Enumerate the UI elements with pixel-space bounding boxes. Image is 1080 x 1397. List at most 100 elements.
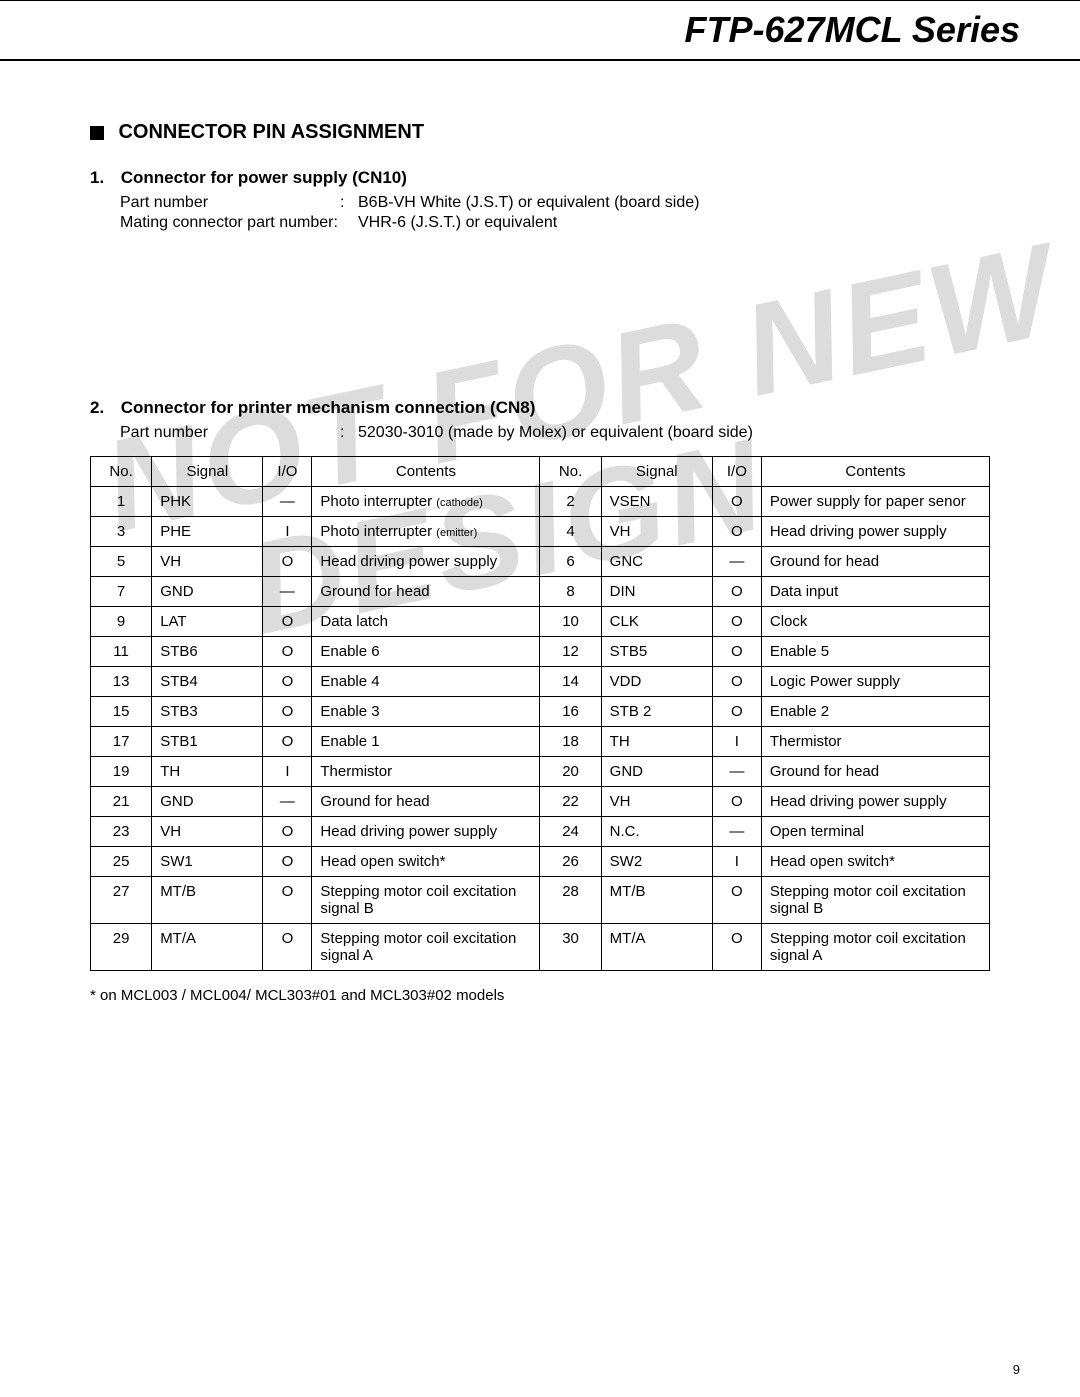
table-cell: Thermistor: [761, 727, 989, 757]
table-cell: Enable 1: [312, 727, 540, 757]
table-cell: 19: [91, 757, 152, 787]
table-cell: O: [263, 727, 312, 757]
table-cell: —: [712, 817, 761, 847]
table-cell: —: [712, 757, 761, 787]
table-cell: 12: [540, 637, 601, 667]
table-cell: STB4: [152, 667, 263, 697]
table-cell: VH: [601, 787, 712, 817]
table-row: 17STB1OEnable 118THIThermistor: [91, 727, 990, 757]
small-text: (emitter): [436, 527, 477, 539]
sub1-head: 1. Connector for power supply (CN10): [90, 168, 990, 188]
page-number: 9: [1013, 1362, 1020, 1377]
table-cell: Enable 4: [312, 667, 540, 697]
table-head: No. Signal I/O Contents No. Signal I/O C…: [91, 457, 990, 487]
table-row: 19THIThermistor20GND—Ground for head: [91, 757, 990, 787]
th-cont1: Contents: [312, 457, 540, 487]
table-cell: 17: [91, 727, 152, 757]
table-row: 7GND—Ground for head8DINOData input: [91, 577, 990, 607]
square-bullet-icon: [90, 126, 104, 140]
table-cell: Enable 6: [312, 637, 540, 667]
table-cell: —: [712, 547, 761, 577]
table-cell: O: [712, 487, 761, 517]
th-sig1: Signal: [152, 457, 263, 487]
table-row: 5VHOHead driving power supply6GNC—Ground…: [91, 547, 990, 577]
table-cell: Enable 3: [312, 697, 540, 727]
table-cell: Enable 5: [761, 637, 989, 667]
table-cell: GNC: [601, 547, 712, 577]
table-cell: GND: [152, 787, 263, 817]
table-cell: Data input: [761, 577, 989, 607]
table-cell: Thermistor: [312, 757, 540, 787]
table-cell: 23: [91, 817, 152, 847]
table-row: 13STB4OEnable 414VDDOLogic Power supply: [91, 667, 990, 697]
sub1-kv: Part number : B6B-VH White (J.S.T) or eq…: [90, 194, 990, 232]
table-cell: Ground for head: [761, 757, 989, 787]
table-cell: PHE: [152, 517, 263, 547]
table-cell: O: [712, 637, 761, 667]
kv-row: Part number : 52030-3010 (made by Molex)…: [120, 424, 990, 442]
sub1-title: Connector for power supply (CN10): [121, 168, 407, 187]
table-cell: 21: [91, 787, 152, 817]
kv-colon: [340, 214, 358, 232]
table-cell: GND: [152, 577, 263, 607]
section-title: CONNECTOR PIN ASSIGNMENT: [118, 121, 424, 144]
th-io2: I/O: [712, 457, 761, 487]
table-cell: Head open switch*: [761, 847, 989, 877]
table-cell: 26: [540, 847, 601, 877]
table-cell: I: [712, 727, 761, 757]
table-cell: VSEN: [601, 487, 712, 517]
table-cell: 16: [540, 697, 601, 727]
table-cell: Open terminal: [761, 817, 989, 847]
table-cell: STB1: [152, 727, 263, 757]
table-cell: Head driving power supply: [312, 817, 540, 847]
table-cell: O: [712, 697, 761, 727]
table-cell: O: [263, 847, 312, 877]
table-cell: O: [712, 787, 761, 817]
spacer: [90, 234, 990, 374]
footnote: * on MCL003 / MCL004/ MCL303#01 and MCL3…: [90, 987, 990, 1004]
table-cell: Head driving power supply: [761, 517, 989, 547]
table-cell: Photo interrupter (cathode): [312, 487, 540, 517]
sub2-kv: Part number : 52030-3010 (made by Molex)…: [90, 424, 990, 442]
table-cell: 5: [91, 547, 152, 577]
table-cell: 24: [540, 817, 601, 847]
table-cell: 14: [540, 667, 601, 697]
table-cell: TH: [601, 727, 712, 757]
table-cell: 1: [91, 487, 152, 517]
pin-table: No. Signal I/O Contents No. Signal I/O C…: [90, 456, 990, 971]
table-cell: STB5: [601, 637, 712, 667]
table-cell: Data latch: [312, 607, 540, 637]
kv-row: Part number : B6B-VH White (J.S.T) or eq…: [120, 194, 990, 212]
table-cell: PHK: [152, 487, 263, 517]
kv-label: Part number: [120, 424, 340, 442]
table-cell: Ground for head: [312, 787, 540, 817]
table-cell: 25: [91, 847, 152, 877]
table-cell: VH: [152, 547, 263, 577]
kv-row: Mating connector part number: VHR-6 (J.S…: [120, 214, 990, 232]
table-cell: Stepping motor coil excitation signal A: [312, 924, 540, 971]
table-cell: Ground for head: [312, 577, 540, 607]
section-head: CONNECTOR PIN ASSIGNMENT: [90, 121, 990, 144]
kv-colon: :: [340, 424, 358, 442]
header-band: FTP-627MCL Series: [0, 1, 1080, 60]
table-cell: Stepping motor coil excitation signal B: [761, 877, 989, 924]
table-cell: O: [263, 667, 312, 697]
table-cell: 6: [540, 547, 601, 577]
table-cell: 4: [540, 517, 601, 547]
table-cell: O: [712, 667, 761, 697]
table-header-row: No. Signal I/O Contents No. Signal I/O C…: [91, 457, 990, 487]
table-cell: SW1: [152, 847, 263, 877]
table-cell: 18: [540, 727, 601, 757]
table-cell: DIN: [601, 577, 712, 607]
table-cell: 29: [91, 924, 152, 971]
kv-colon: :: [340, 194, 358, 212]
table-row: 11STB6OEnable 612STB5OEnable 5: [91, 637, 990, 667]
page-title: FTP-627MCL Series: [685, 9, 1020, 50]
table-cell: Head driving power supply: [312, 547, 540, 577]
table-cell: Power supply for paper senor: [761, 487, 989, 517]
table-cell: CLK: [601, 607, 712, 637]
table-cell: 20: [540, 757, 601, 787]
table-cell: O: [712, 924, 761, 971]
table-cell: VH: [152, 817, 263, 847]
table-row: 25SW1OHead open switch*26SW2IHead open s…: [91, 847, 990, 877]
